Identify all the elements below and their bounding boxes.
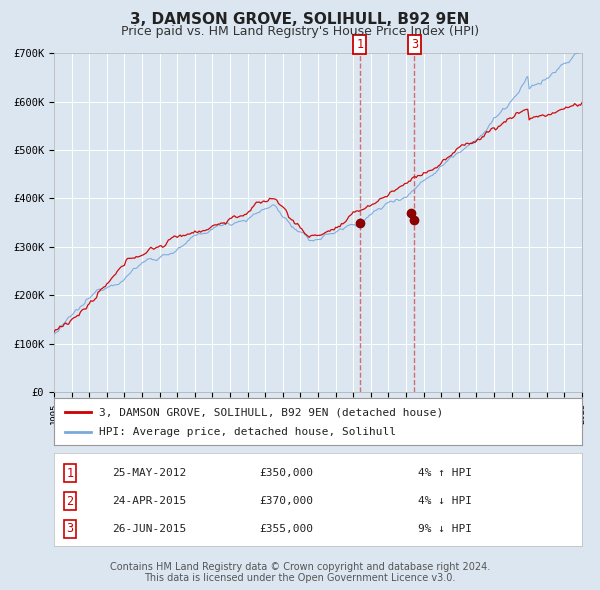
Text: Price paid vs. HM Land Registry's House Price Index (HPI): Price paid vs. HM Land Registry's House … [121, 25, 479, 38]
Text: 3, DAMSON GROVE, SOLIHULL, B92 9EN: 3, DAMSON GROVE, SOLIHULL, B92 9EN [130, 12, 470, 27]
Text: 1: 1 [66, 467, 73, 480]
Text: 26-JUN-2015: 26-JUN-2015 [112, 524, 186, 534]
Text: Contains HM Land Registry data © Crown copyright and database right 2024.: Contains HM Land Registry data © Crown c… [110, 562, 490, 572]
Text: This data is licensed under the Open Government Licence v3.0.: This data is licensed under the Open Gov… [145, 573, 455, 584]
Text: 4% ↓ HPI: 4% ↓ HPI [418, 496, 472, 506]
Text: 2: 2 [66, 494, 73, 507]
Text: 24-APR-2015: 24-APR-2015 [112, 496, 186, 506]
Text: 3: 3 [66, 523, 73, 536]
Text: 3: 3 [411, 38, 418, 51]
Text: £370,000: £370,000 [259, 496, 313, 506]
Text: HPI: Average price, detached house, Solihull: HPI: Average price, detached house, Soli… [99, 427, 396, 437]
Text: 1: 1 [356, 38, 364, 51]
Text: 9% ↓ HPI: 9% ↓ HPI [418, 524, 472, 534]
Text: 4% ↑ HPI: 4% ↑ HPI [418, 468, 472, 478]
Text: £355,000: £355,000 [259, 524, 313, 534]
Text: £350,000: £350,000 [259, 468, 313, 478]
Text: 3, DAMSON GROVE, SOLIHULL, B92 9EN (detached house): 3, DAMSON GROVE, SOLIHULL, B92 9EN (deta… [99, 408, 443, 417]
Text: 25-MAY-2012: 25-MAY-2012 [112, 468, 186, 478]
